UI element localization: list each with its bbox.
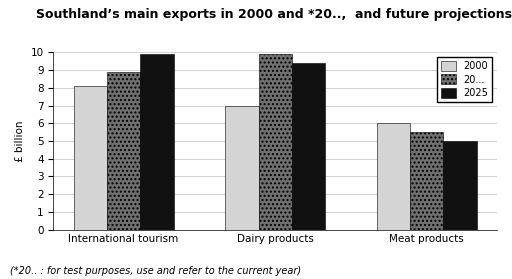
Bar <box>377 123 410 230</box>
Legend: 2000, 20..., 2025: 2000, 20..., 2025 <box>437 57 492 102</box>
Bar <box>140 54 174 230</box>
Bar <box>107 72 140 230</box>
Text: (*20.. : for test purposes, use and refer to the current year): (*20.. : for test purposes, use and refe… <box>10 266 302 276</box>
Y-axis label: £ billion: £ billion <box>15 120 25 162</box>
Bar <box>259 54 292 230</box>
Bar <box>292 63 325 230</box>
Bar <box>74 86 107 230</box>
Bar <box>225 106 259 230</box>
Bar <box>410 132 443 230</box>
Text: Southland’s main exports in 2000 and *20..,  and future projections for 2025: Southland’s main exports in 2000 and *20… <box>36 8 512 21</box>
Bar <box>443 141 477 230</box>
